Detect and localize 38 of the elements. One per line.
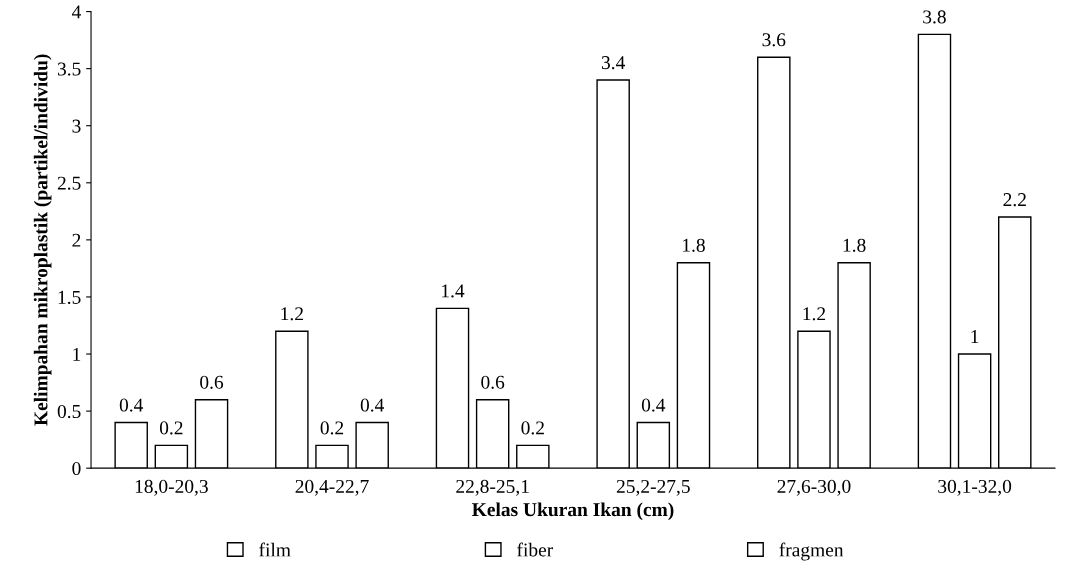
data-label: 1 <box>971 330 979 343</box>
legend-label: film <box>259 542 291 557</box>
y-tick-label: 3.5 <box>57 62 81 76</box>
data-label: 1.2 <box>281 307 303 321</box>
data-label: 1.4 <box>442 284 465 298</box>
data-label: 0.2 <box>320 421 344 435</box>
data-label: 0.4 <box>360 398 385 412</box>
legend-label: fragmen <box>779 542 844 561</box>
y-tick-label: 3 <box>72 119 81 133</box>
y-tick-label: 1.5 <box>58 290 81 304</box>
x-tick-label: 20,4-22,7 <box>295 479 369 496</box>
data-label: 0.4 <box>641 398 666 412</box>
x-tick-label: 18,0-20,3 <box>135 479 208 496</box>
data-label: 0.6 <box>200 375 224 389</box>
data-label: 0.6 <box>481 375 505 389</box>
data-label: 3.4 <box>601 56 625 70</box>
y-tick-label: 0 <box>72 462 81 476</box>
x-axis-title: Kelas Ukuran Ikan (cm) <box>472 502 674 521</box>
y-tick-label: 2 <box>72 233 81 247</box>
y-tick-label: 2.5 <box>57 176 81 190</box>
x-tick-label: 30,1-32,0 <box>938 479 1012 496</box>
data-label: 0.2 <box>159 421 183 435</box>
y-tick-label: 4 <box>71 5 82 19</box>
data-label: 1.8 <box>843 238 866 252</box>
x-tick-label: 25,2-27,5 <box>616 479 690 496</box>
data-label: 0.4 <box>119 398 144 412</box>
data-label: 3.8 <box>923 10 946 24</box>
data-label: 2.2 <box>1003 193 1026 207</box>
y-tick-label: 1 <box>73 347 81 361</box>
data-label: 1.8 <box>683 238 705 252</box>
x-tick-label: 22,8-25,1 <box>456 479 529 496</box>
data-label: 1.2 <box>803 307 826 321</box>
x-tick-label: 27,6-30,0 <box>777 479 851 496</box>
data-label: 3.6 <box>762 33 786 47</box>
y-tick-label: 0.5 <box>57 404 81 419</box>
data-label: 0.2 <box>521 421 544 435</box>
legend-label: fiber <box>517 542 554 557</box>
y-axis-title: Kelimpahan mikroplastik (partikel/individu) <box>33 54 52 426</box>
